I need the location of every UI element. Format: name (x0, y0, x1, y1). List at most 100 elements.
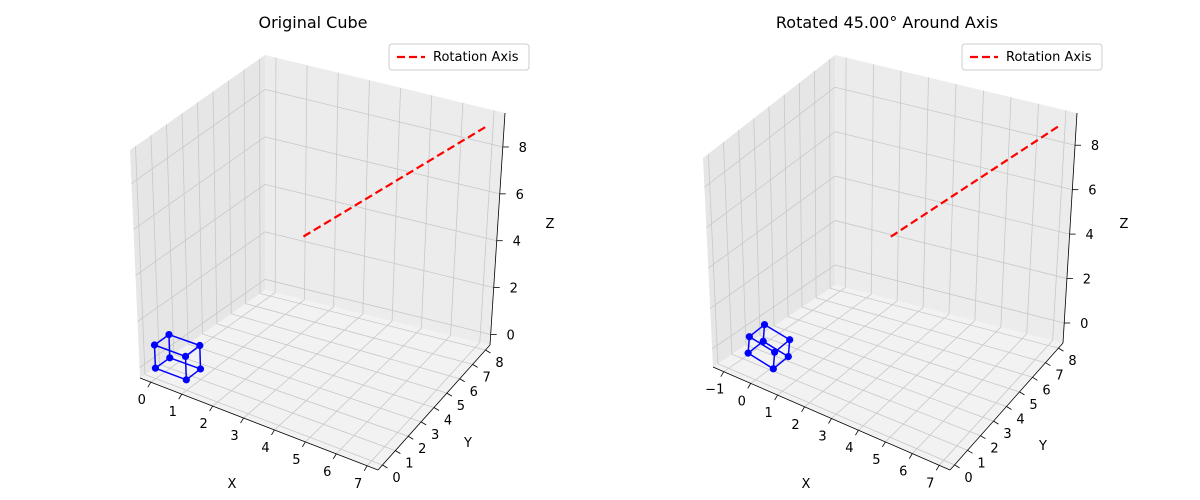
y-tick-mark (980, 435, 986, 440)
y-tick-label: 0 (392, 471, 400, 486)
x-tick-mark (332, 453, 337, 460)
grid-line-y (188, 343, 422, 423)
grid-line-y (717, 363, 955, 466)
y-tick-mark (1019, 391, 1025, 396)
y-tick-mark (382, 464, 388, 469)
grid-line-y (753, 118, 761, 336)
grid-line-z (704, 86, 836, 188)
y-tick-mark (446, 392, 453, 397)
grid-line-y (773, 325, 1007, 407)
x-tick-label: 7 (354, 477, 362, 492)
x-tick-mark (828, 418, 832, 424)
grid-line-z (834, 86, 1076, 146)
floor-pane (713, 285, 1063, 470)
grid-line-x (304, 65, 308, 300)
grid-line-z (706, 131, 836, 228)
cube-edge (747, 352, 774, 370)
y-tick-mark (1058, 347, 1064, 352)
grid-line-z (264, 89, 503, 148)
grid-line-y (738, 130, 747, 345)
z-tick-label: 6 (516, 188, 524, 203)
y-tick-mark (993, 420, 999, 425)
z-tick-label: 6 (1088, 184, 1096, 199)
x-tick-mark (882, 441, 886, 448)
y-tick-label: 8 (1068, 354, 1076, 369)
cube-vertex (760, 321, 769, 329)
grid-line-y (144, 374, 383, 466)
legend: Rotation Axis (961, 43, 1103, 71)
y-tick-label: 0 (964, 471, 972, 486)
x-tick-mark (363, 465, 368, 472)
x-tick-label: 4 (261, 441, 269, 456)
y-tick-mark (433, 407, 440, 411)
x-axis-line (139, 377, 379, 471)
y-tick-mark (459, 378, 465, 383)
grid-line-y (798, 82, 803, 308)
grid-line-x (1000, 97, 1012, 328)
grid-line-z (834, 264, 1065, 324)
grid-line-y (197, 102, 203, 335)
cube-edge (168, 333, 201, 347)
y-tick-label: 5 (1029, 398, 1037, 413)
y-tick-label: 6 (470, 385, 478, 400)
grid-line-x (948, 83, 957, 315)
y-tick-label: 2 (990, 442, 998, 457)
y-tick-mark (967, 449, 973, 454)
x-axis-label: X (802, 477, 811, 492)
y-tick-label: 3 (431, 428, 439, 443)
y-tick-label: 6 (1042, 383, 1050, 398)
y-tick-mark (1045, 362, 1051, 367)
grid-line-y (801, 306, 1033, 378)
grid-line-y (181, 113, 189, 345)
grid-line-x (896, 70, 902, 301)
floor-pane (140, 290, 490, 470)
grid-line-y (245, 303, 473, 365)
cube-vertex (196, 341, 204, 350)
x-tick-label: 5 (872, 453, 880, 468)
z-axis-label: Z (1120, 217, 1129, 232)
x-tick-mark (801, 406, 805, 413)
y-tick-mark (395, 450, 401, 454)
cube-edge (155, 367, 187, 381)
y-tick-mark (420, 421, 427, 426)
legend-label-rotation-axis: Rotation Axis (433, 50, 519, 65)
y-tick-label: 8 (495, 356, 503, 371)
cube-edge (168, 334, 171, 358)
grid-line-x (362, 80, 370, 314)
x-tick-mark (774, 394, 778, 401)
grid-line-z (264, 231, 494, 288)
x-tick-mark (720, 371, 725, 377)
x-tick-label: 1 (169, 405, 177, 420)
x-axis-label: X (228, 477, 237, 492)
axes-panes (703, 55, 1077, 470)
z-tick-label: 2 (1083, 273, 1091, 288)
grid-line-x (333, 72, 339, 307)
y-tick-mark (408, 435, 414, 440)
cube-vertex (744, 349, 752, 357)
cube-vertex (771, 348, 779, 356)
x-tick-mark (302, 441, 306, 448)
y-tick-label: 4 (1016, 413, 1024, 428)
grid-line-z (711, 264, 836, 350)
x-tick-mark (240, 417, 244, 424)
legend: Rotation Axis (388, 43, 530, 71)
y-tick-label: 5 (457, 399, 465, 414)
grid-line-z (137, 231, 266, 322)
z-tick-label: 2 (510, 282, 518, 297)
x-tick-label: 6 (323, 465, 331, 480)
cube-vertex (745, 333, 753, 341)
x-tick-mark (271, 429, 275, 436)
grid-line-z (264, 183, 497, 242)
y-tick-label: 1 (977, 456, 985, 471)
cube-vertex (786, 336, 794, 344)
grid-line-x (1052, 110, 1067, 341)
cube-vertex (150, 341, 159, 349)
chart-title: Original Cube (258, 13, 367, 32)
z-axis-line (1062, 112, 1078, 344)
x-tick-label: 2 (199, 417, 207, 432)
grid-line-z (131, 89, 266, 184)
